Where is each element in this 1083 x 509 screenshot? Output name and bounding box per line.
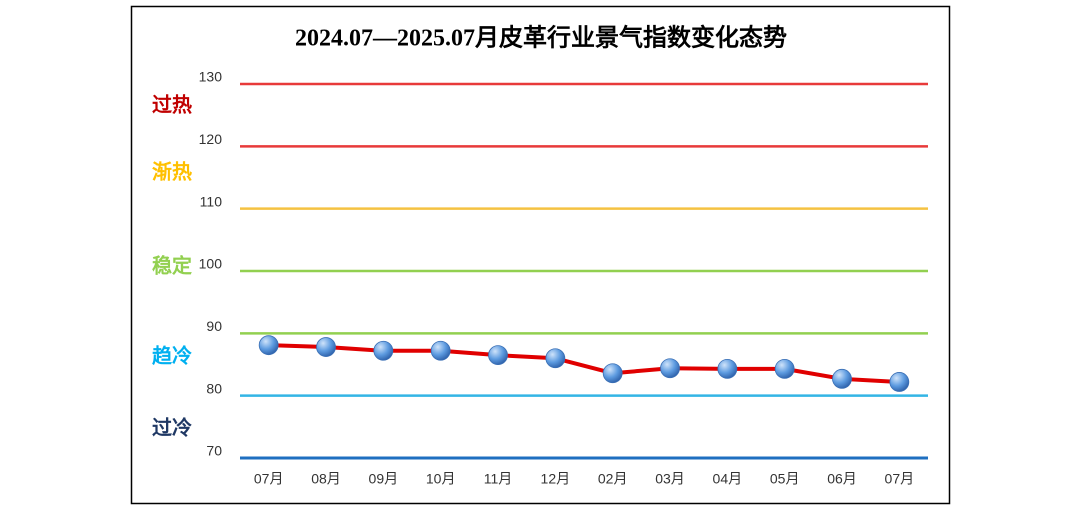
y-tick-label: 80 (206, 380, 222, 396)
data-point (774, 358, 795, 379)
data-point (889, 372, 910, 392)
y-tick-label: 100 (199, 256, 223, 272)
x-tick-label: 03月 (655, 471, 685, 487)
zone-label: 过冷 (152, 416, 192, 440)
x-tick-label: 11月 (484, 471, 513, 487)
data-point (717, 358, 738, 379)
x-tick-label: 07月 (885, 471, 915, 487)
data-point (373, 340, 394, 361)
x-tick-label: 05月 (770, 471, 800, 487)
y-tick-label: 130 (199, 69, 223, 85)
x-tick-label: 02月 (598, 471, 628, 487)
x-tick-label: 04月 (713, 471, 743, 487)
zone-label: 渐热 (152, 160, 192, 184)
data-point (602, 363, 623, 384)
data-point (316, 337, 336, 357)
zone-label: 稳定 (152, 254, 192, 278)
y-tick-label: 120 (199, 131, 223, 147)
x-tick-label: 09月 (369, 471, 399, 487)
zone-label: 过热 (152, 94, 192, 117)
data-point (832, 368, 852, 389)
data-point (488, 345, 508, 366)
x-tick-label: 06月 (827, 471, 857, 487)
x-tick-label: 12月 (541, 471, 571, 487)
x-tick-label: 10月 (426, 471, 456, 487)
x-tick-label: 07月 (254, 471, 284, 487)
y-tick-label: 110 (200, 193, 223, 209)
data-point (430, 340, 451, 361)
chart-frame (130, 5, 951, 505)
data-point (545, 348, 566, 369)
data-point (258, 335, 279, 356)
data-point (660, 358, 680, 379)
chart-title: 2024.07—2025.07月皮革行业景气指数变化态势 (295, 24, 787, 52)
y-tick-label: 90 (206, 318, 222, 334)
zone-label: 趋冷 (152, 344, 192, 368)
y-tick-label: 70 (206, 443, 222, 459)
x-tick-label: 08月 (311, 471, 341, 487)
